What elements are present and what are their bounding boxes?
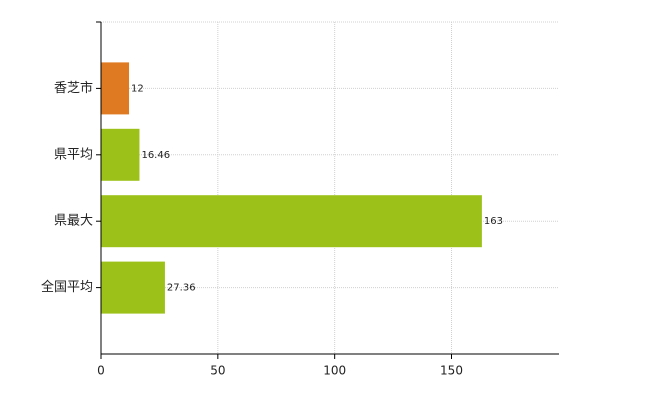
- y-tick-label: 香芝市: [54, 80, 93, 96]
- bar: [101, 195, 482, 248]
- x-tick-label: 150: [440, 364, 463, 378]
- value-label: 163: [484, 216, 503, 227]
- bar: [101, 261, 165, 314]
- y-tick-label: 全国平均: [41, 279, 93, 295]
- bar: [101, 128, 140, 181]
- value-label: 27.36: [167, 283, 196, 294]
- x-tick-label: 50: [210, 364, 225, 378]
- bar: [101, 62, 130, 115]
- x-tick-label: 0: [97, 364, 105, 378]
- y-tick-label: 県最大: [54, 214, 93, 229]
- x-tick-label: 100: [323, 364, 346, 378]
- value-label: 16.46: [141, 150, 170, 161]
- value-label: 12: [131, 83, 144, 94]
- y-tick-label: 県平均: [54, 147, 93, 162]
